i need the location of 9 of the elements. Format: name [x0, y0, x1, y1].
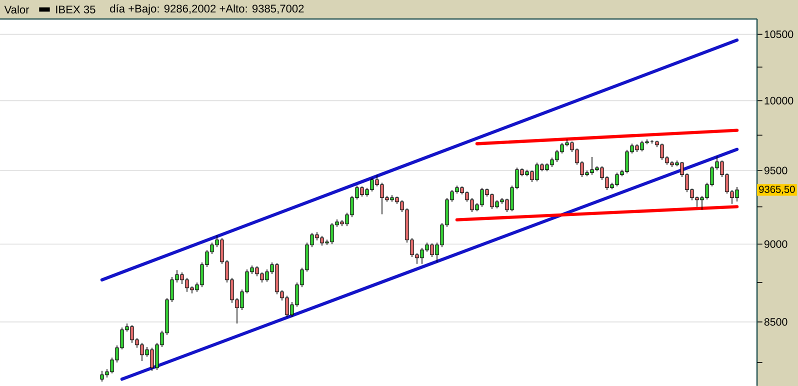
chart-title: Valor — [4, 5, 30, 14]
text: 9365,50 — [759, 186, 795, 194]
y-tick-label: 9000 — [764, 240, 788, 248]
legend-label: IBEX 35 — [56, 6, 96, 14]
text: día +Bajo: 9286,2002 +Alto: 9385,7002 — [110, 4, 304, 15]
y-tick-label: 10500 — [764, 30, 794, 38]
y-tick-label: 8500 — [764, 318, 788, 326]
y-tick-label: 9500 — [764, 166, 788, 174]
y-tick-label: 10000 — [764, 96, 794, 104]
